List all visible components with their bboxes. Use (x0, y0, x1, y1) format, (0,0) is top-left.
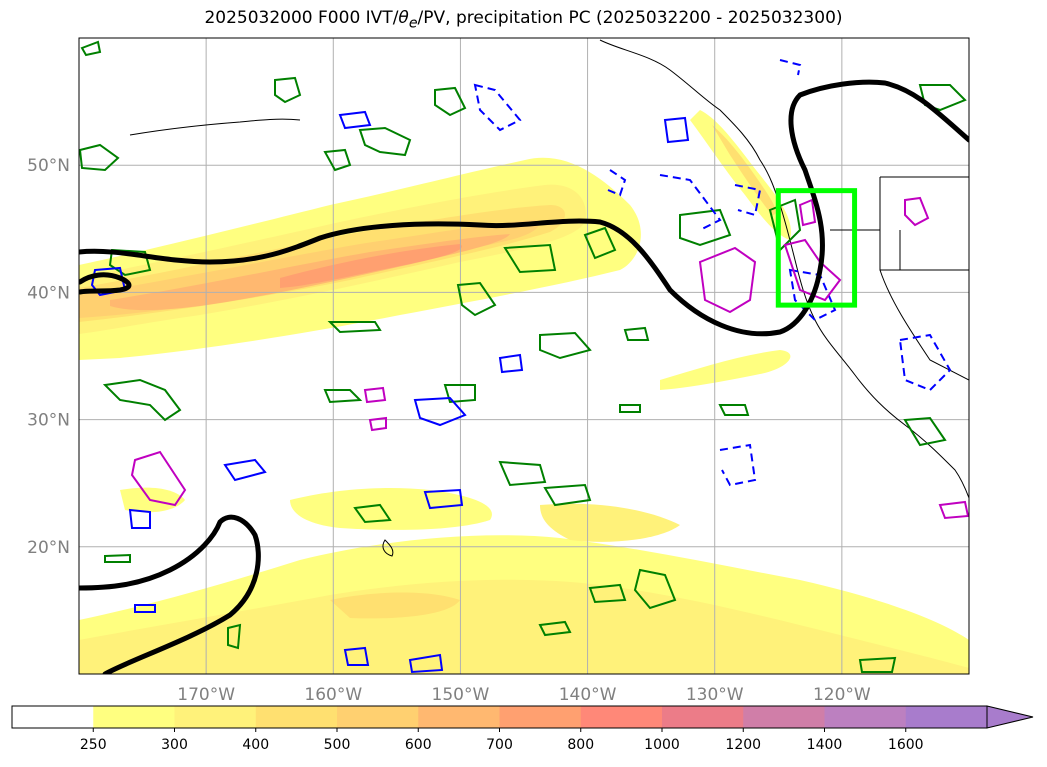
hawaii-islands (382, 539, 394, 557)
longitude-tick-label: 120°W (813, 685, 871, 705)
theta-symbol: θ (398, 8, 409, 28)
theta-e-contours (79, 79, 969, 674)
map-title: 2025032000 F000 IVT/θe/PV, precipitation… (0, 8, 1047, 31)
colorbar-level-label: 400 (242, 737, 269, 753)
colorbar-level-label: 1600 (888, 737, 924, 753)
aleutian-islands (129, 118, 301, 136)
title-prefix: 2025032000 F000 IVT/ (204, 8, 399, 28)
colorbar-level-label: 700 (486, 737, 513, 753)
latitude-tick-label: 50°N (27, 156, 70, 176)
colorbar-segment (662, 706, 744, 728)
ivt-band-700 (280, 244, 462, 288)
map-frame (78, 37, 970, 675)
title-suffix: /PV, precipitation PC (2025032200 - 2025… (417, 8, 843, 28)
ivt-south-patch-d (330, 592, 460, 619)
ivt-subtropical-250 (660, 350, 791, 390)
longitude-tick-label: 140°W (559, 685, 617, 705)
precip-contour-e (904, 196, 930, 227)
north-america-coastline (599, 39, 969, 499)
ivt-coastal-250 (690, 110, 791, 240)
colorbar-level-label: 1000 (644, 737, 680, 753)
colorbar-segment (743, 706, 825, 728)
longitude-tick-label: 170°W (177, 685, 235, 705)
latitude-tick-label: 40°N (27, 283, 70, 303)
colorbar-segment (418, 706, 500, 728)
colorbar-segment (499, 706, 582, 728)
latitude-tick-label: 30°N (27, 411, 70, 431)
latitude-labels: 50°N 40°N 30°N 20°N (27, 156, 70, 558)
colorbar-level-label: 1400 (807, 737, 843, 753)
highlight-region-box (775, 188, 858, 308)
precip-contour-h (938, 500, 969, 520)
colorbar-extend-arrow (986, 705, 1034, 729)
colorbar-segment (824, 706, 907, 728)
colorbar-segment (174, 706, 257, 728)
precip-contour-f (363, 386, 387, 404)
coastlines (129, 39, 969, 557)
colorbar-level-label: 300 (161, 737, 188, 753)
longitude-labels: 170°W 160°W 150°W 140°W 130°W 120°W (177, 685, 871, 705)
colorbar-level-label: 250 (80, 737, 107, 753)
colorbar-level-label: 600 (405, 737, 432, 753)
ivt-south-patch-a (290, 488, 492, 530)
theta-e-contour-north (79, 79, 969, 337)
precipitation-contours (130, 196, 969, 520)
colorbar-segment (905, 706, 988, 728)
precip-contour-d (798, 198, 817, 227)
precip-contour-b (698, 246, 757, 314)
ivt-south-300 (79, 579, 969, 674)
colorbar-level-label: 1200 (725, 737, 761, 753)
longitude-tick-label: 130°W (686, 685, 744, 705)
precip-contour-g (368, 416, 387, 432)
colorbar-segment (337, 706, 419, 728)
theta-e-contour-south (79, 514, 261, 674)
longitude-tick-label: 160°W (304, 685, 362, 705)
graticule (79, 38, 969, 674)
precip-contour-c (783, 238, 842, 302)
ivt-shading (79, 110, 969, 674)
colorbar-segment (580, 706, 663, 728)
colorbar: 250 300 400 500 600 700 800 1000 1200 1400 1600 (11, 705, 1034, 753)
latitude-tick-label: 20°N (27, 538, 70, 558)
colorbar-segment (12, 706, 94, 728)
theta-subscript: e (408, 15, 418, 32)
colorbar-level-label: 800 (567, 737, 594, 753)
colorbar-segment (255, 706, 338, 728)
pv-negative-contours (90, 59, 952, 674)
colorbar-segment (93, 706, 175, 728)
colorbar-level-label: 500 (324, 737, 351, 753)
state-borders (830, 176, 969, 381)
map-layers (79, 38, 969, 674)
precip-contour-a (130, 450, 187, 507)
theta-e-contour-west-loop (79, 272, 132, 295)
ivt-south-patch-c (540, 503, 680, 542)
longitude-tick-label: 150°W (432, 685, 490, 705)
